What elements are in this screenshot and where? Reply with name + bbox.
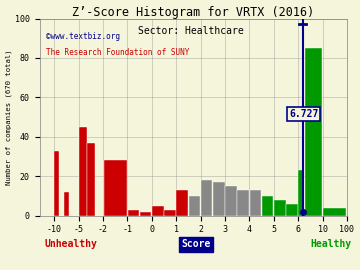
Bar [238, 190, 249, 216]
Text: Score: Score [181, 239, 210, 249]
Bar [250, 190, 261, 216]
Bar [298, 170, 304, 216]
Bar [176, 190, 188, 216]
Bar [54, 151, 59, 216]
Bar [286, 204, 298, 216]
Bar [64, 192, 69, 216]
Text: Unhealthy: Unhealthy [45, 239, 98, 249]
Bar [152, 206, 164, 216]
Bar [128, 210, 139, 216]
Text: Sector: Healthcare: Sector: Healthcare [138, 26, 244, 36]
Bar [189, 196, 200, 216]
Bar [305, 48, 322, 216]
Bar [262, 196, 274, 216]
Bar [225, 186, 237, 216]
Bar [140, 212, 152, 216]
Bar [213, 182, 225, 216]
Text: ©www.textbiz.org: ©www.textbiz.org [46, 32, 120, 41]
Bar [79, 127, 86, 216]
Text: 6.727: 6.727 [289, 109, 319, 119]
Bar [104, 160, 127, 216]
Title: Z’-Score Histogram for VRTX (2016): Z’-Score Histogram for VRTX (2016) [72, 6, 314, 19]
Bar [201, 180, 212, 216]
Bar [323, 208, 346, 216]
Text: The Research Foundation of SUNY: The Research Foundation of SUNY [46, 48, 189, 57]
Bar [164, 210, 176, 216]
Bar [87, 143, 95, 216]
Bar [274, 200, 285, 216]
Y-axis label: Number of companies (670 total): Number of companies (670 total) [5, 49, 12, 185]
Text: Healthy: Healthy [310, 239, 351, 249]
